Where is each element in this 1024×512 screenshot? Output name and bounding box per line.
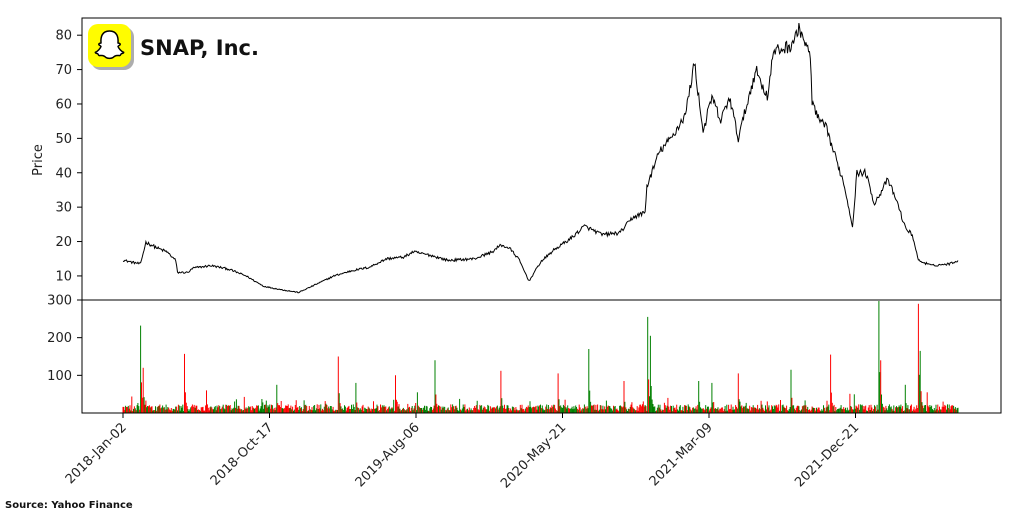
price-y-tick-label: 30 bbox=[55, 201, 72, 216]
ghost-icon bbox=[94, 30, 125, 60]
price-y-label: Price bbox=[31, 144, 46, 176]
volume-y-tick-label: 100 bbox=[47, 369, 72, 384]
volume-y-tick-label: 300 bbox=[47, 294, 72, 309]
price-y-tick-label: 10 bbox=[55, 269, 72, 284]
x-axis: 2018-Jan-02 2018-Oct-17 2019-Aug-06 2020-Ma… bbox=[63, 413, 862, 491]
price-y-tick-label: 20 bbox=[55, 235, 72, 250]
price-y-tick-label: 50 bbox=[55, 132, 72, 147]
x-tick-label: 2018-Jan-02 bbox=[63, 420, 130, 487]
x-tick-label: 2020-May-21 bbox=[498, 420, 569, 491]
price-y-tick-label: 80 bbox=[55, 29, 72, 44]
price-panel-frame bbox=[81, 17, 1002, 301]
volume-panel-frame bbox=[81, 299, 1002, 414]
volume-y-axis: 100 200 300 bbox=[47, 294, 82, 384]
snapchat-logo bbox=[88, 24, 134, 70]
x-tick-label: 2021-Dec-21 bbox=[792, 420, 862, 490]
x-tick-label: 2021-Mar-09 bbox=[647, 420, 716, 489]
price-line bbox=[122, 23, 959, 294]
volume-y-tick-label: 200 bbox=[47, 331, 72, 346]
source-label: Source: Yahoo Finance bbox=[5, 500, 133, 511]
volume-bars bbox=[122, 301, 959, 413]
price-y-axis: 10 20 30 40 50 60 70 80 bbox=[55, 29, 82, 284]
price-y-tick-label: 60 bbox=[55, 97, 72, 112]
price-y-tick-label: 40 bbox=[55, 166, 72, 181]
x-tick-label: 2019-Aug-06 bbox=[353, 420, 423, 490]
logo-title: SNAP, Inc. bbox=[140, 36, 259, 60]
price-y-tick-label: 70 bbox=[55, 63, 72, 78]
x-tick-label: 2018-Oct-17 bbox=[208, 420, 276, 488]
